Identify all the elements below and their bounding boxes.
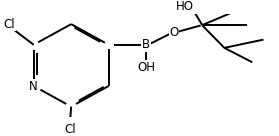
Text: OH: OH: [137, 61, 155, 74]
Text: B: B: [142, 38, 150, 51]
Text: N: N: [29, 80, 38, 92]
Text: O: O: [170, 26, 179, 39]
Text: Cl: Cl: [64, 123, 76, 136]
Text: HO: HO: [176, 0, 194, 13]
Text: Cl: Cl: [3, 18, 15, 31]
